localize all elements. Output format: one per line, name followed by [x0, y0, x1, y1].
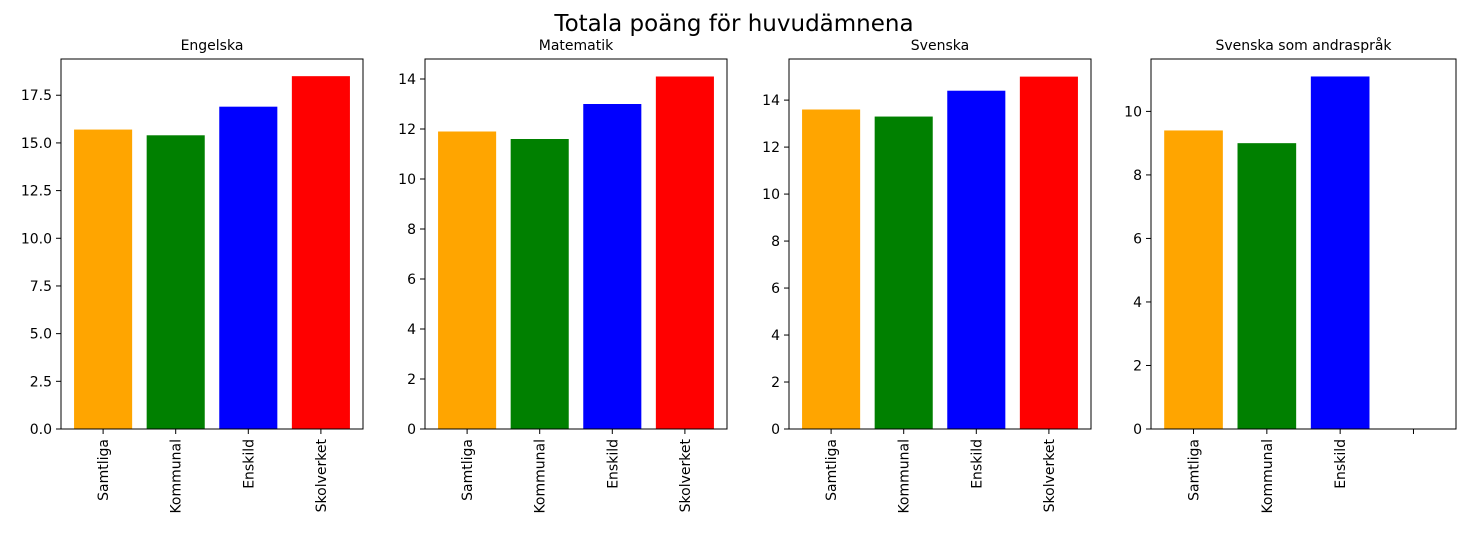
bar-enskild — [583, 104, 642, 429]
x-tick-label: Samtliga — [96, 439, 112, 501]
y-tick-label: 14 — [762, 93, 780, 109]
subplot-title: Svenska — [911, 38, 969, 54]
y-tick-label: 17.5 — [21, 88, 52, 104]
x-tick-label: Kommunal — [1260, 439, 1276, 514]
y-tick-label: 6 — [771, 281, 780, 297]
y-tick-label: 6 — [407, 272, 416, 288]
x-tick-label: Enskild — [605, 439, 621, 489]
bar-enskild — [947, 90, 1006, 429]
bar-enskild — [219, 106, 278, 429]
x-tick-label: Skolverket — [678, 439, 694, 513]
axes-frame — [424, 58, 728, 430]
y-tick-label: 0 — [1133, 422, 1142, 438]
figure-title: Totala poäng för huvudämnena — [553, 11, 913, 37]
axes-frame — [1150, 58, 1457, 430]
bar-kommunal — [1237, 143, 1297, 429]
x-tick-label: Kommunal — [169, 439, 185, 514]
y-tick-label: 10 — [398, 172, 416, 188]
y-tick-label: 10 — [1124, 104, 1142, 120]
x-tick-label: Enskild — [241, 439, 257, 489]
bar-samtliga — [74, 129, 133, 429]
x-tick-label: Skolverket — [314, 439, 330, 513]
y-tick-label: 0.0 — [30, 422, 52, 438]
bar-skolverket — [655, 76, 714, 429]
bar-kommunal — [146, 135, 205, 429]
y-tick-label: 8 — [407, 222, 416, 238]
y-tick-label: 8 — [1133, 168, 1142, 184]
y-tick-label: 2 — [1133, 358, 1142, 374]
y-tick-label: 12.5 — [21, 184, 52, 200]
bar-kommunal — [510, 139, 569, 429]
x-tick-label: Kommunal — [897, 439, 913, 514]
x-tick-label: Skolverket — [1042, 439, 1058, 513]
bar-skolverket — [1019, 76, 1078, 429]
y-tick-label: 4 — [771, 328, 780, 344]
y-tick-label: 4 — [1133, 295, 1142, 311]
subplot-title: Engelska — [181, 38, 244, 54]
y-tick-label: 8 — [771, 234, 780, 250]
y-tick-label: 6 — [1133, 231, 1142, 247]
y-tick-label: 2 — [407, 372, 416, 388]
y-tick-label: 7.5 — [30, 279, 52, 295]
subplot-title: Svenska som andraspråk — [1215, 37, 1392, 54]
bar-samtliga — [802, 109, 861, 429]
y-tick-label: 0 — [771, 422, 780, 438]
y-tick-label: 14 — [398, 72, 416, 88]
y-tick-label: 10 — [762, 187, 780, 203]
y-tick-label: 2.5 — [30, 374, 52, 390]
y-tick-label: 4 — [407, 322, 416, 338]
axes-frame — [788, 58, 1092, 430]
axes-frame — [60, 58, 364, 430]
bar-enskild — [1310, 76, 1370, 430]
y-tick-label: 15.0 — [21, 136, 52, 152]
x-tick-label: Samtliga — [1187, 439, 1203, 501]
y-tick-label: 12 — [762, 140, 780, 156]
x-tick-label: Samtliga — [824, 439, 840, 501]
y-tick-label: 2 — [771, 375, 780, 391]
x-tick-label: Samtliga — [460, 439, 476, 501]
bar-samtliga — [438, 131, 497, 429]
y-tick-label: 10.0 — [21, 231, 52, 247]
x-tick-label: Kommunal — [533, 439, 549, 514]
bar-kommunal — [874, 116, 933, 430]
y-tick-label: 12 — [398, 122, 416, 138]
subplot-title: Matematik — [539, 38, 614, 54]
x-tick-label: Enskild — [969, 439, 985, 489]
bar-samtliga — [1164, 130, 1223, 429]
y-tick-label: 5.0 — [30, 327, 52, 343]
bar-skolverket — [291, 76, 350, 429]
y-tick-label: 0 — [407, 422, 416, 438]
x-tick-label: Enskild — [1333, 439, 1349, 489]
